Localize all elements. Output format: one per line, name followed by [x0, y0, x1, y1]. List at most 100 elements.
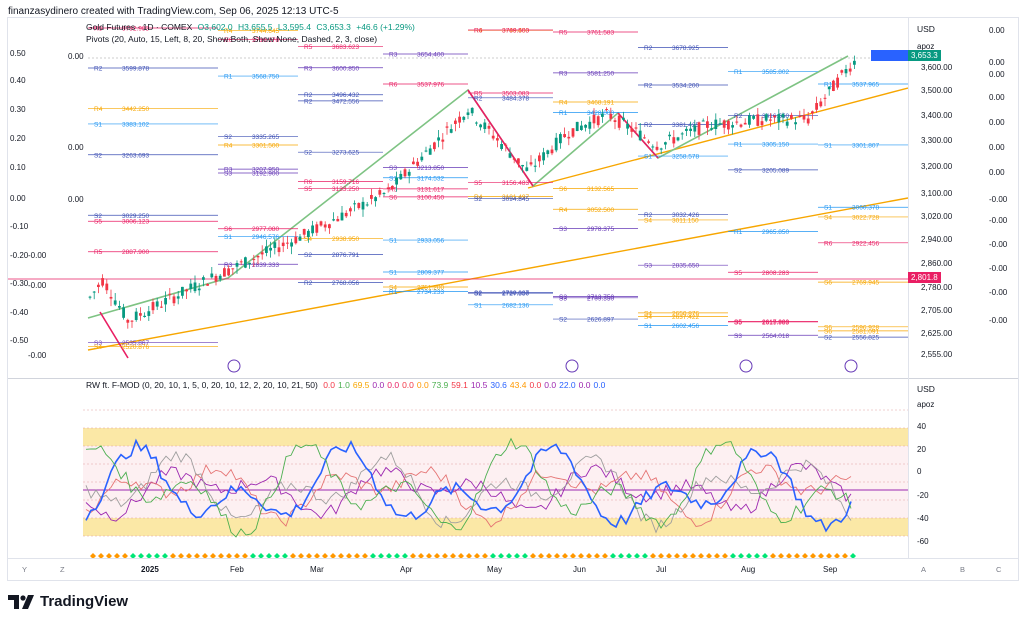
- signal-dot: [122, 553, 128, 558]
- candle-body: [823, 97, 827, 99]
- symbol-title[interactable]: Gold Futures · 1D · COMEX: [86, 22, 193, 32]
- oscillator-pane[interactable]: RW ft. F-MOD (0, 20, 10, 1, 5, 0, 20, 10…: [8, 380, 908, 558]
- corner-c-button[interactable]: C: [996, 565, 1002, 574]
- candle-body: [651, 146, 655, 148]
- osc-tick: 20: [917, 445, 926, 454]
- pivot-level-price: 3683.623: [332, 44, 359, 51]
- signal-dot: [370, 553, 376, 558]
- corner-a-button[interactable]: A: [921, 565, 927, 574]
- zigzag-line[interactable]: [467, 89, 534, 187]
- price-chart-canvas[interactable]: 0.500.400.300.200.100.00-0.10-0.20-0.30-…: [8, 18, 908, 378]
- signal-dot: [242, 553, 248, 558]
- candle-body: [844, 69, 848, 74]
- osc-value: 0.0: [402, 380, 414, 390]
- trendline[interactable]: [87, 197, 908, 351]
- candle-body: [428, 148, 432, 155]
- candle-body: [420, 156, 424, 161]
- low-value: L3,595.4: [277, 22, 311, 32]
- candle-body: [239, 261, 243, 263]
- oscillator-canvas[interactable]: [8, 380, 908, 558]
- pivots-indicator-legend[interactable]: Pivots (20, Auto, 15, Left, 8, 20, Show …: [86, 34, 378, 44]
- scale-mode-label[interactable]: apoz: [917, 42, 935, 51]
- candle-body: [454, 120, 457, 124]
- pivot-level-tag: R1: [734, 142, 743, 149]
- oscillator-name[interactable]: RW ft. F-MOD (0, 20, 10, 1, 5, 0, 20, 10…: [86, 380, 318, 390]
- event-icon[interactable]: [844, 359, 858, 373]
- pivot-level-price: 3534.200: [672, 82, 699, 89]
- price-tick: 3,020.00: [921, 212, 953, 221]
- candle-body: [151, 302, 155, 311]
- symbol-legend[interactable]: Gold Futures · 1D · COMEX O3,602.0 H3,65…: [86, 22, 418, 32]
- pivot-level-price: 3744.645: [252, 28, 279, 35]
- candle-body: [235, 263, 239, 267]
- pivot-level-price: 3032.426: [672, 212, 699, 219]
- pivot-level-tag: S6: [824, 280, 832, 287]
- candle-body: [525, 167, 529, 171]
- event-icon[interactable]: [739, 359, 753, 373]
- signal-dot: [722, 553, 728, 558]
- candle-body: [445, 126, 449, 128]
- signal-dot: [346, 553, 352, 558]
- candle-body: [168, 293, 172, 295]
- signal-dot: [90, 553, 96, 558]
- price-scale[interactable]: USD apoz 3,600.00 3,500.00 3,400.00 3,300.0…: [908, 18, 1019, 558]
- pivot-level-tag: S5: [304, 186, 312, 193]
- pivot-level-price: 3305.150: [762, 142, 789, 149]
- osc-value: 10.5: [470, 380, 488, 390]
- candle-body: [773, 115, 776, 118]
- left-zero-label: -0.00: [28, 351, 47, 360]
- event-icon[interactable]: [565, 359, 579, 373]
- event-icon[interactable]: [227, 359, 241, 373]
- corner-z-button[interactable]: Z: [60, 565, 65, 574]
- signal-dot: [218, 553, 224, 558]
- outer-scale-value: 0.00: [989, 58, 1005, 67]
- candle-body: [193, 282, 197, 292]
- pivot-level-tag: S1: [474, 302, 482, 309]
- pivot-level-price: 3101.497: [502, 194, 529, 201]
- pivot-level-price: 3006.123: [122, 219, 149, 226]
- candle-body: [701, 120, 705, 122]
- osc-tick: -60: [917, 537, 929, 546]
- price-pane[interactable]: 0.50 0.40 0.30 0.20 0.10 0.00 -0.10 -0.20 -0.30-…: [8, 18, 908, 378]
- signal-dot: [746, 553, 752, 558]
- pivot-level-tag: S5: [734, 319, 742, 326]
- pivot-level-tag: S1: [644, 154, 652, 161]
- corner-y-button[interactable]: Y: [22, 565, 28, 574]
- chart-frame[interactable]: 0.50 0.40 0.30 0.20 0.10 0.00 -0.10 -0.20 -0.30-…: [7, 17, 1019, 581]
- pivot-level-tag: R2: [644, 122, 653, 129]
- time-label: Feb: [230, 565, 244, 574]
- candle-body: [785, 121, 789, 126]
- left-zero-label: -0.00: [28, 281, 47, 290]
- pane-divider[interactable]: [8, 378, 1018, 379]
- zigzag-line[interactable]: [617, 112, 659, 159]
- pivot-level-price: 2734.233: [417, 289, 444, 296]
- zigzag-line[interactable]: [99, 311, 129, 359]
- pivot-level-tag: S5: [734, 270, 742, 277]
- candle-body: [764, 114, 768, 121]
- pivot-level-tag: R1: [559, 110, 568, 117]
- osc-scale-mode-label[interactable]: apoz: [917, 400, 935, 409]
- corner-b-button[interactable]: B: [960, 565, 966, 574]
- left-scale-label: 0.10: [10, 163, 26, 172]
- candle-body: [853, 60, 856, 65]
- price-tick: 2,705.00: [921, 306, 953, 315]
- candle-body: [533, 165, 537, 167]
- candle-body: [664, 142, 667, 145]
- trendline[interactable]: [527, 87, 908, 189]
- signal-dot: [290, 553, 296, 558]
- signal-dot: [114, 553, 120, 558]
- candle-body: [601, 113, 604, 117]
- signal-dot: [234, 553, 240, 558]
- price-tick: 2,860.00: [921, 259, 953, 268]
- candle-body: [811, 111, 814, 114]
- candle-body: [302, 228, 306, 235]
- candle-body: [197, 288, 201, 291]
- pivot-level-price: 3094.845: [502, 196, 529, 203]
- signal-dot: [274, 553, 280, 558]
- candle-body: [559, 134, 562, 144]
- signal-dot: [250, 553, 256, 558]
- time-scale[interactable]: 2025 Feb Mar Apr May Jun Jul Aug Sep Y Z A B C: [8, 558, 1018, 581]
- pivot-level-tag: S1: [224, 234, 232, 241]
- oscillator-legend[interactable]: RW ft. F-MOD (0, 20, 10, 1, 5, 0, 20, 10…: [86, 380, 611, 390]
- pivot-level-price: 2839.333: [252, 262, 279, 269]
